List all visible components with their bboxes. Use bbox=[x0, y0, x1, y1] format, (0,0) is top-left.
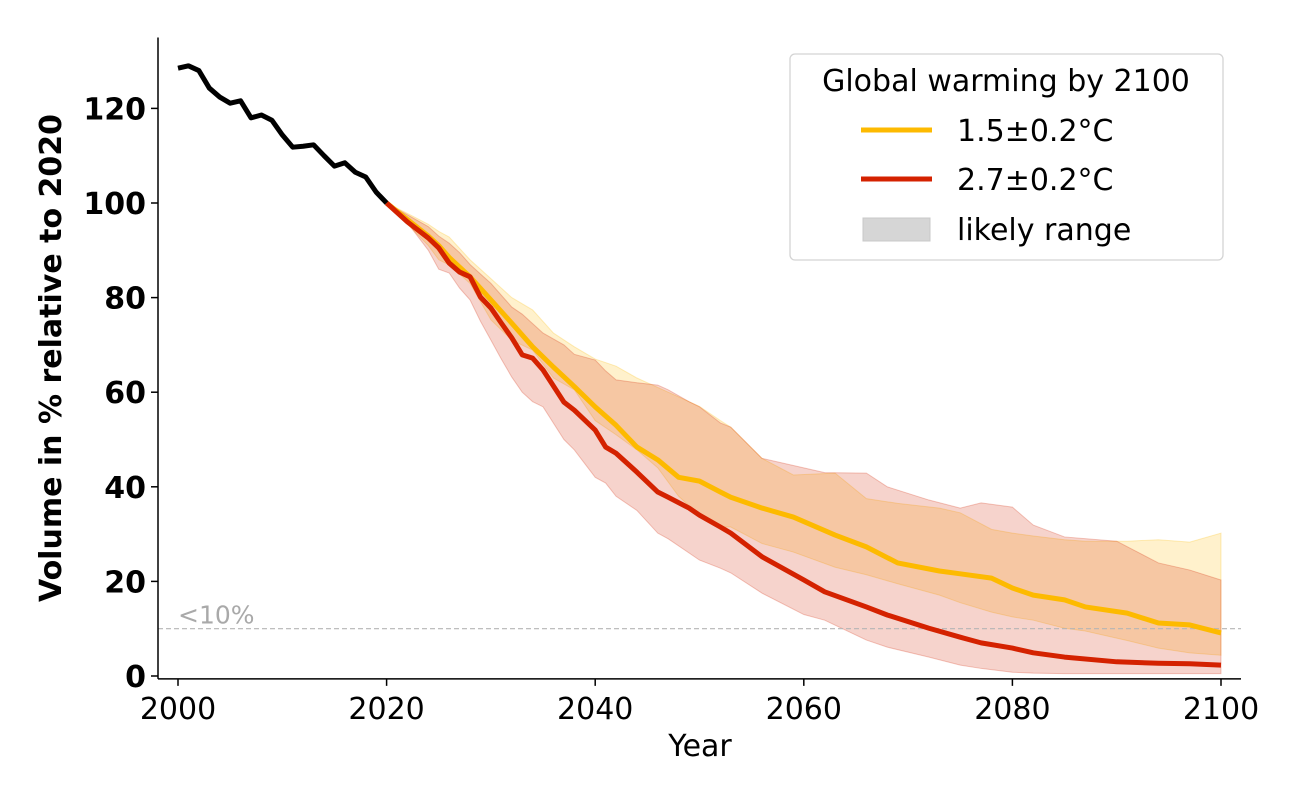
threshold-label: <10% bbox=[178, 601, 255, 630]
y-tick-label: 100 bbox=[83, 187, 146, 222]
legend-box bbox=[789, 53, 1224, 261]
y-tick-label: 20 bbox=[104, 565, 146, 600]
legend-label-2-7: 2.7±0.2°C bbox=[957, 163, 1114, 198]
likely-range-band-2-7 bbox=[386, 202, 1222, 675]
y-tick-label: 0 bbox=[125, 660, 146, 695]
y-tick-label: 60 bbox=[104, 376, 146, 411]
legend: Global warming by 2100 1.5±0.2°C 2.7±0.2… bbox=[789, 53, 1224, 261]
likely-range-bands bbox=[386, 202, 1222, 675]
x-tick-label: 2020 bbox=[348, 692, 424, 727]
x-ticks: 2000 2020 2040 2060 2080 2100 bbox=[140, 678, 1259, 727]
x-tick-label: 2040 bbox=[557, 692, 633, 727]
x-tick-label: 2080 bbox=[974, 692, 1050, 727]
observed-line bbox=[177, 63, 389, 205]
y-tick-label: 40 bbox=[104, 471, 146, 506]
y-ticks: 0 20 40 60 80 100 120 bbox=[83, 92, 158, 695]
legend-label-1-5: 1.5±0.2°C bbox=[957, 114, 1114, 149]
y-tick-label: 80 bbox=[104, 282, 146, 317]
series-line-2-7 bbox=[384, 201, 1222, 668]
y-tick-label: 120 bbox=[83, 92, 146, 127]
x-tick-label: 2100 bbox=[1183, 692, 1259, 727]
legend-label-likely-range: likely range bbox=[957, 213, 1131, 248]
x-tick-label: 2000 bbox=[140, 692, 216, 727]
legend-swatch-likely-range bbox=[862, 217, 931, 242]
likely-range-band-1-5 bbox=[386, 202, 1222, 656]
series-line-1-5 bbox=[385, 201, 1222, 636]
y-axis-label: Volume in % relative to 2020 bbox=[34, 114, 69, 602]
x-tick-label: 2060 bbox=[766, 692, 842, 727]
x-axis-label: Year bbox=[667, 729, 732, 764]
series-lines bbox=[177, 63, 1222, 668]
legend-title: Global warming by 2100 bbox=[822, 64, 1190, 99]
